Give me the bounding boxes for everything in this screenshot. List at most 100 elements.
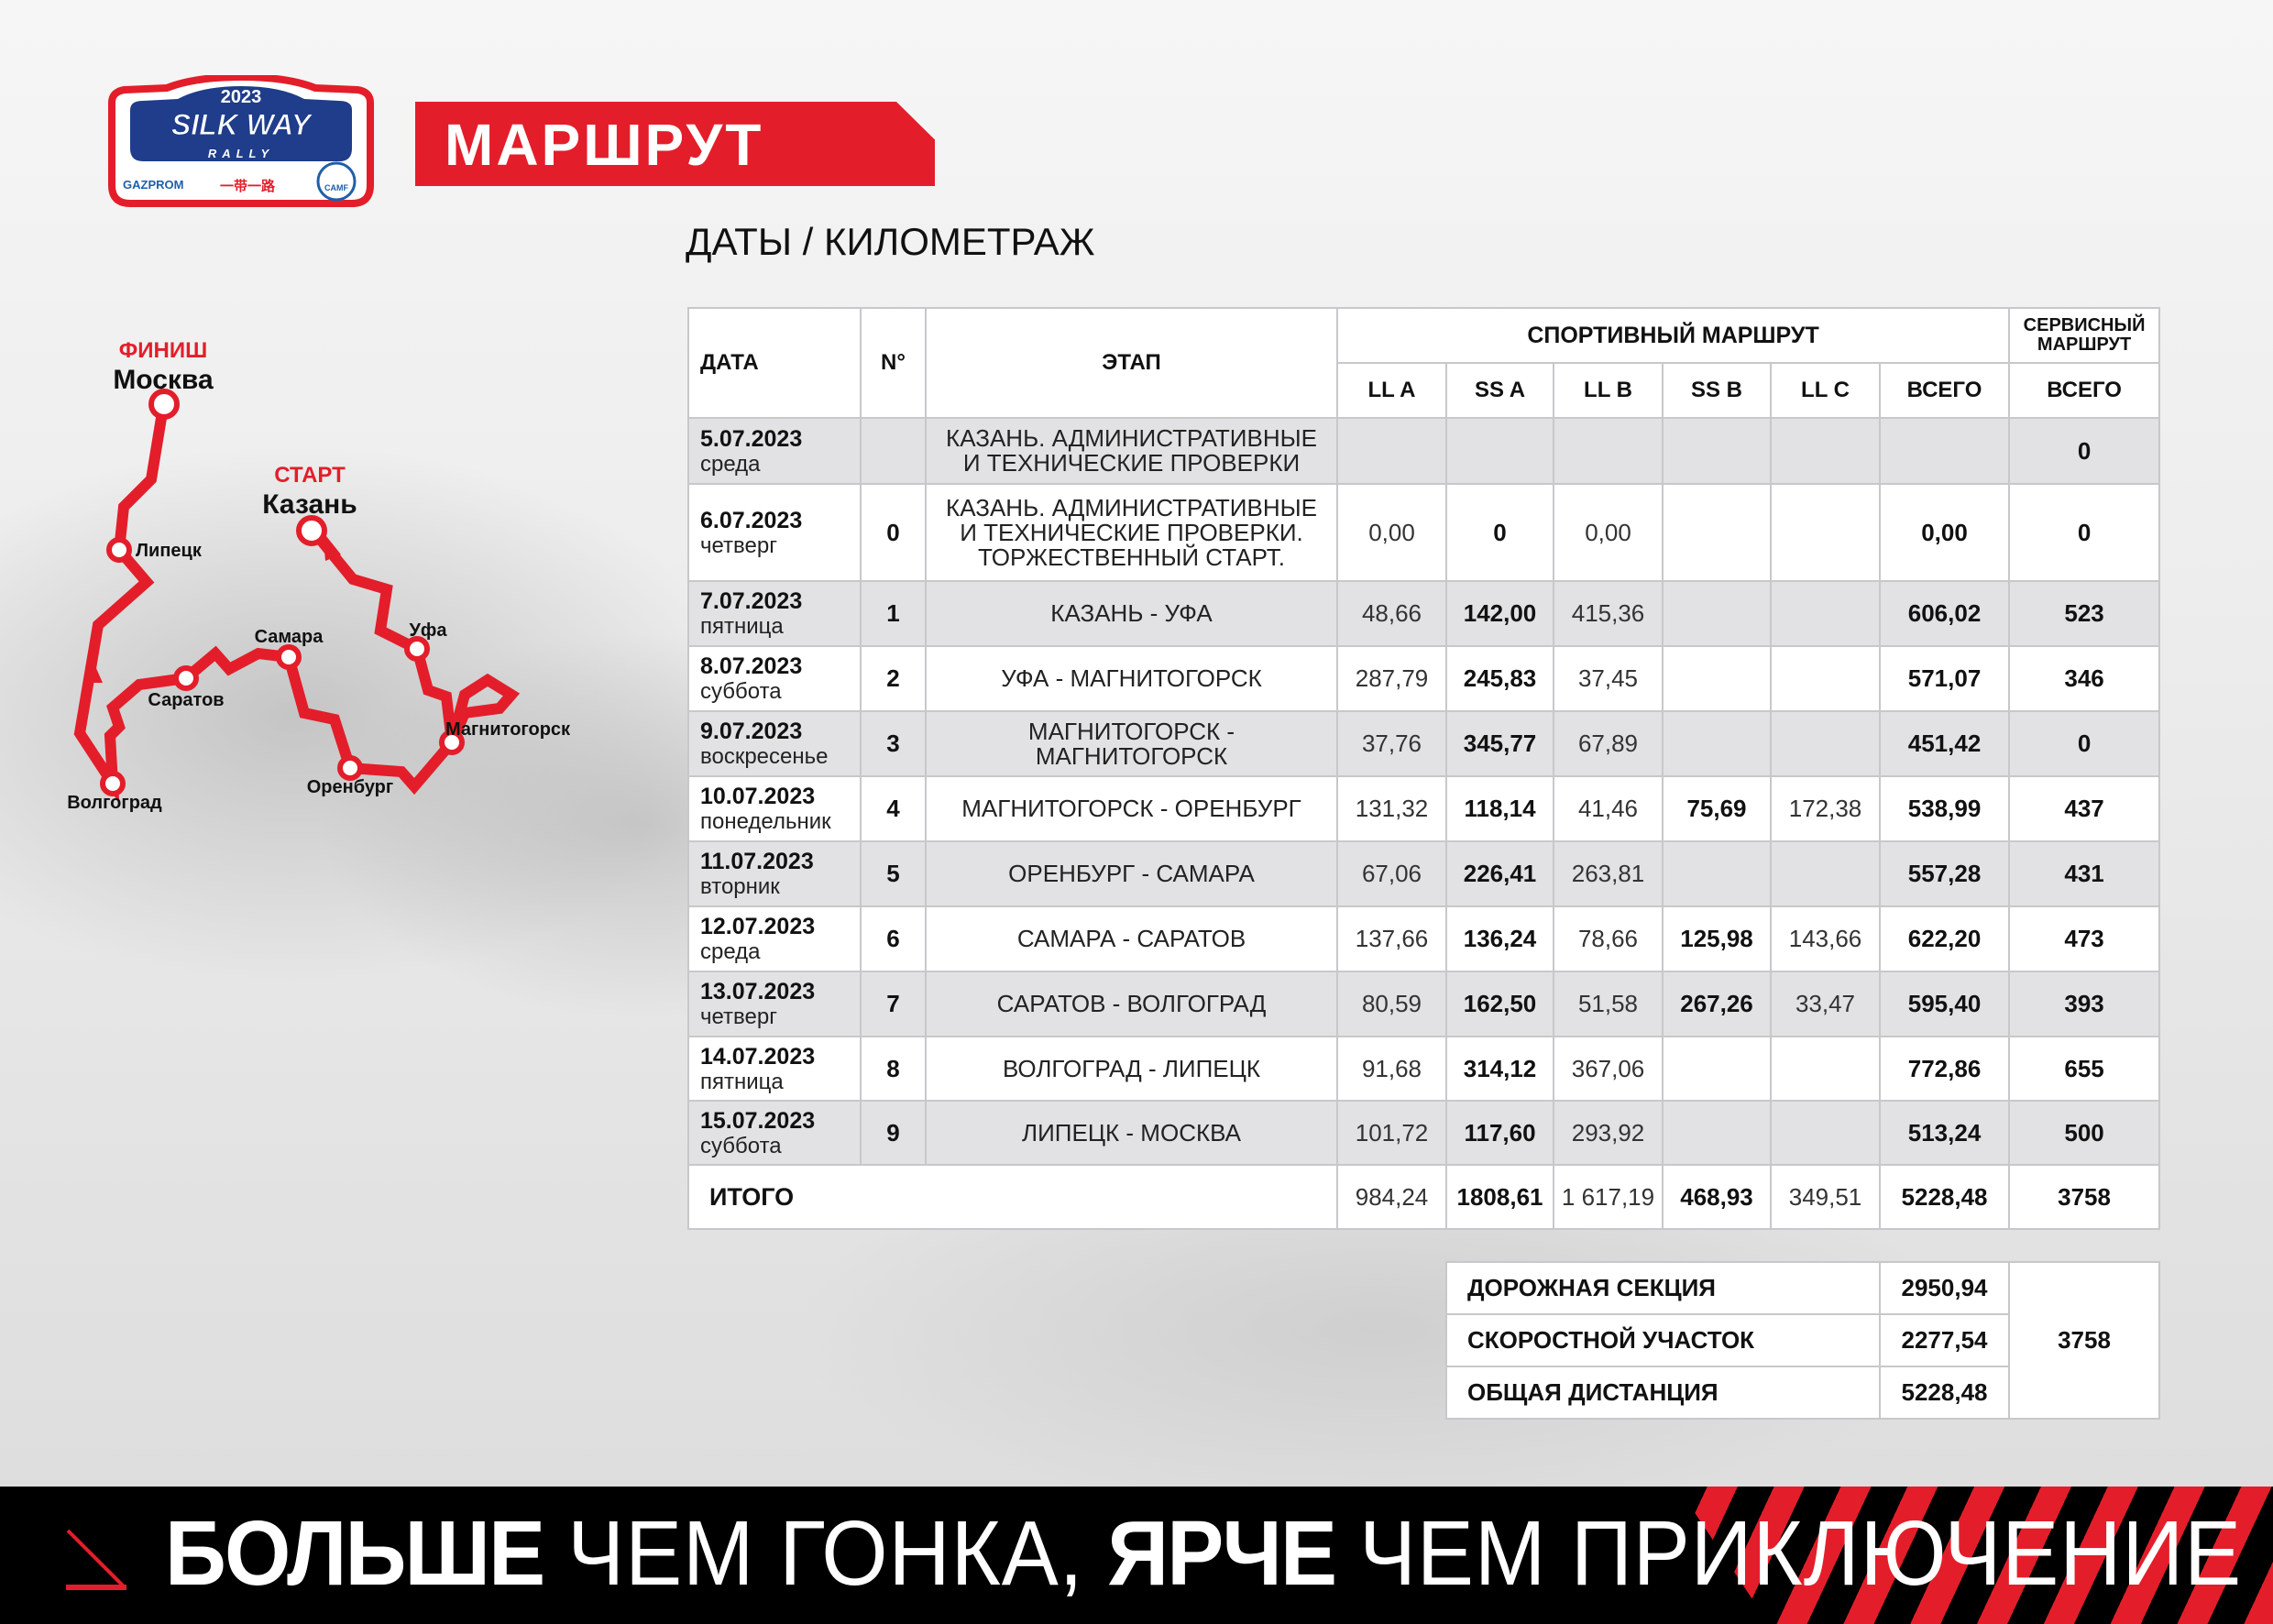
cell-ll-b: 37,45 [1553,645,1664,712]
cell-ll-c [1770,840,1881,907]
cell-ll-b: 263,81 [1553,840,1664,907]
header-service-route: СЕРВИСНЫЙ МАРШРУТ [2008,307,2161,364]
date-value: 15.07.2023 [700,1107,816,1134]
cell-ll-b: 41,46 [1553,775,1664,842]
cell-date: 12.07.2023 среда [687,905,862,972]
cell-ll-c [1770,483,1881,582]
cell-ll-a: 137,66 [1336,905,1447,972]
cell-date: 11.07.2023 вторник [687,840,862,907]
cell-date: 14.07.2023 пятница [687,1036,862,1102]
cell-stage-number: 4 [860,775,927,842]
header-num: N° [860,307,927,419]
header-sport-total: ВСЕГО [1878,362,2011,419]
totals-ss-a: 1808,61 [1445,1164,1554,1230]
date-value: 11.07.2023 [700,849,814,874]
start-city: Казань [262,489,357,520]
cell-ll-a: 287,79 [1336,645,1447,712]
city-label-lipetsk: Липецк [136,541,203,561]
cell-stage-name: САРАТОВ - ВОЛГОГРАД [925,971,1338,1037]
table-row: 13.07.2023 четверг 7 САРАТОВ - ВОЛГОГРАД 80,… [687,971,2161,1037]
cell-ss-a: 314,12 [1445,1036,1554,1102]
cell-total: 571,07 [1878,645,2011,712]
city-marker-magnitogorsk [439,730,465,755]
header-date: ДАТА [687,307,862,419]
cell-ll-c [1770,1036,1881,1102]
summary-label-special: СКОРОСТНОЙ УЧАСТОК [1445,1313,1881,1367]
cell-total [1878,417,2011,485]
cell-service: 437 [2008,775,2161,842]
cell-ll-c [1770,1100,1881,1166]
weekday: воскресенье [700,744,829,769]
city-marker-samara [276,644,302,670]
direction-arrow-icon [323,532,341,561]
header-ss-b: SS B [1662,362,1772,419]
cell-ll-a: 80,59 [1336,971,1447,1037]
date-value: 10.07.2023 [700,784,816,809]
date-value: 8.07.2023 [700,653,803,679]
cell-ll-c: 143,66 [1770,905,1881,972]
totals-sport-total: 5228,48 [1878,1164,2011,1230]
totals-ll-a: 984,24 [1336,1164,1447,1230]
cell-ll-b: 0,00 [1553,483,1664,582]
cell-total: 606,02 [1878,580,2011,647]
city-label-magnitogorsk: Магнитогорск [445,719,571,740]
cell-date: 7.07.2023 пятница [687,580,862,647]
finish-city: Москва [113,365,214,395]
cell-ss-b [1662,1100,1772,1166]
cell-stage-name: ОРЕНБУРГ - САМАРА [925,840,1338,907]
cell-ss-a: 142,00 [1445,580,1554,647]
cell-stage-number: 9 [860,1100,927,1166]
cell-ss-b: 267,26 [1662,971,1772,1037]
cell-stage-number: 2 [860,645,927,712]
header-ll-c: LL C [1770,362,1881,419]
date-value: 12.07.2023 [700,914,816,939]
cell-ll-a: 0,00 [1336,483,1447,582]
table-row: 15.07.2023 суббота 9 ЛИПЕЦК - МОСКВА 101,72 1… [687,1100,2161,1166]
cell-ll-a: 37,76 [1336,710,1447,777]
date-value: 6.07.2023 [700,507,803,533]
cell-date: 13.07.2023 четверг [687,971,862,1037]
cell-service: 500 [2008,1100,2161,1166]
cell-stage-name: КАЗАНЬ. АДМИНИСТРАТИВНЫЕ И ТЕХНИЧЕСКИЕ П… [925,417,1338,485]
decorative-stripes [1677,1487,2273,1624]
cell-date: 15.07.2023 суббота [687,1100,862,1166]
finish-label: ФИНИШ [119,338,207,363]
table-row: 12.07.2023 среда 6 САМАРА - САРАТОВ 137,66 13… [687,905,2161,972]
cell-ss-b [1662,483,1772,582]
cell-stage-name: МАГНИТОГОРСК - МАГНИТОГОРСК [925,710,1338,777]
title-banner: МАРШРУТ [415,102,935,186]
cell-ss-a: 136,24 [1445,905,1554,972]
header-stage: ЭТАП [925,307,1338,419]
logo-sub: RALLY [208,147,274,160]
direction-arrow-icon [420,759,438,781]
cell-ss-a: 245,83 [1445,645,1554,712]
slogan: БОЛЬШЕ ЧЕМ ГОНКА, ЯРЧЕ ЧЕМ ПРИКЛЮЧЕНИЕ [165,1494,2242,1613]
summary-value-special: 2277,54 [1879,1313,2010,1367]
cell-total: 595,40 [1878,971,2011,1037]
cell-ll-c: 33,47 [1770,971,1881,1037]
logo-badge: CAMF [324,183,348,192]
cell-stage-number: 3 [860,710,927,777]
weekday: суббота [700,1133,782,1158]
cell-ll-c [1770,645,1881,712]
summary-value-total: 5228,48 [1879,1366,2010,1420]
cell-ss-b [1662,710,1772,777]
table-row: 10.07.2023 понедельник 4 МАГНИТОГОРСК - ОРЕ… [687,775,2161,842]
cell-stage-name: УФА - МАГНИТОГОРСК [925,645,1338,712]
cell-stage-number: 8 [860,1036,927,1102]
weekday: четверг [700,532,777,558]
city-marker-volgograd [100,771,126,796]
date-value: 14.07.2023 [700,1043,816,1070]
cell-ss-a: 345,77 [1445,710,1554,777]
cell-ll-b: 367,06 [1553,1036,1664,1102]
cell-ll-b: 78,66 [1553,905,1664,972]
city-marker-orenburg [337,755,363,781]
header-service-total: ВСЕГО [2008,362,2161,419]
logo-chinese: 一带一路 [220,178,276,194]
cell-ll-a: 101,72 [1336,1100,1447,1166]
cell-ll-a: 91,68 [1336,1036,1447,1102]
cell-total: 538,99 [1878,775,2011,842]
cell-ss-b [1662,645,1772,712]
totals-ll-c: 349,51 [1770,1164,1881,1230]
